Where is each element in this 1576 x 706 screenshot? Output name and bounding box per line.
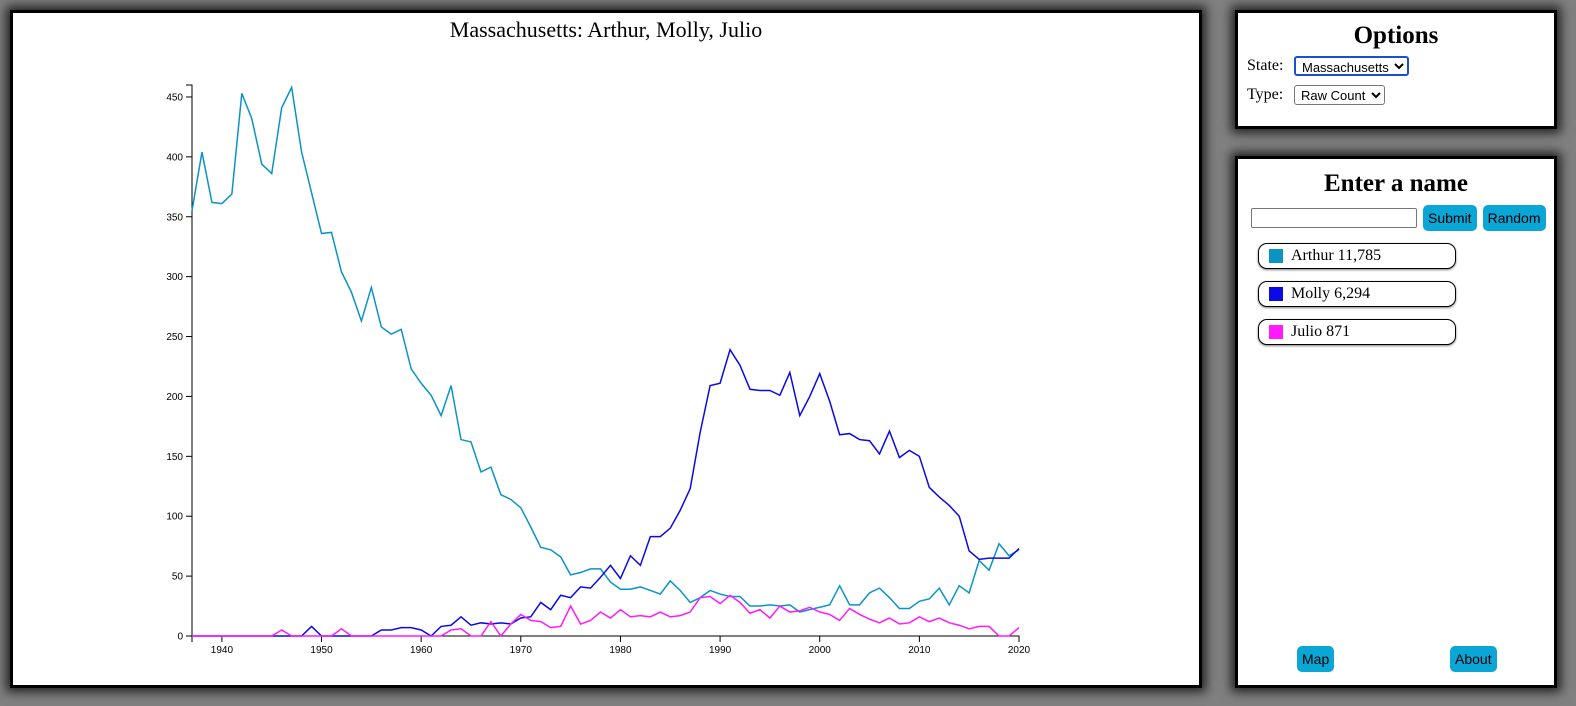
x-tick-label: 1950	[310, 645, 333, 656]
legend-name: Molly	[1291, 285, 1331, 302]
state-label: State:	[1247, 57, 1284, 74]
legend-text: Arthur 11,785	[1291, 247, 1385, 265]
x-tick-label: 1980	[609, 645, 632, 656]
legend-name: Arthur	[1291, 247, 1334, 264]
state-row: State: Massachusetts	[1247, 56, 1409, 76]
chart-axes: 0 50 100 150 200 250 300 350 400 450 1940 1950 1960 1…	[166, 84, 1031, 656]
names-heading: Enter a name	[1324, 170, 1468, 197]
x-axis-line	[191, 635, 1020, 642]
y-tick-label: 100	[166, 512, 183, 523]
submit-button[interactable]: Submit	[1423, 205, 1477, 231]
y-tick-label: 350	[166, 212, 183, 223]
random-button[interactable]: Random	[1482, 205, 1546, 231]
y-axis-line	[186, 84, 193, 637]
series-line-julio	[192, 594, 1020, 638]
x-tick-label: 1960	[410, 645, 433, 656]
x-tick-label: 1970	[510, 645, 533, 656]
x-tick-label: 1940	[211, 645, 234, 656]
name-legend-list: Arthur 11,785 Molly 6,294 Julio 871	[1258, 243, 1456, 357]
legend-item-molly[interactable]: Molly 6,294	[1258, 281, 1456, 307]
chart-lines	[191, 84, 1020, 638]
legend-text: Molly 6,294	[1291, 285, 1374, 303]
color-swatch	[1269, 249, 1283, 263]
type-row: Type: Raw Count	[1247, 85, 1385, 105]
x-tick-label: 1990	[709, 645, 732, 656]
color-swatch	[1269, 287, 1283, 301]
legend-total: 6,294	[1334, 285, 1371, 302]
names-panel: Enter a name Submit Random Arthur 11,785 …	[1235, 156, 1557, 688]
series-line-molly	[192, 347, 1020, 637]
chart-panel: Massachusetts: Arthur, Molly, Julio 0 50 1…	[10, 10, 1202, 688]
type-select[interactable]: Raw Count	[1294, 85, 1385, 105]
legend-text: Julio 871	[1291, 323, 1354, 341]
name-input[interactable]	[1251, 208, 1417, 228]
y-tick-label: 450	[166, 92, 183, 103]
about-button[interactable]: About	[1450, 646, 1497, 672]
line-chart: 0 50 100 150 200 250 300 350 400 450 1940 1950 1960 1…	[166, 84, 1031, 656]
options-heading: Options	[1353, 22, 1439, 49]
series-line-arthur	[191, 84, 1020, 613]
y-tick-label: 0	[177, 632, 183, 643]
name-entry-row: Submit Random	[1251, 205, 1546, 231]
x-tick-label: 2000	[809, 645, 832, 656]
y-tick-label: 400	[166, 152, 183, 163]
y-tick-label: 250	[166, 332, 183, 343]
state-select[interactable]: Massachusetts	[1294, 56, 1409, 76]
color-swatch	[1269, 325, 1283, 339]
map-button[interactable]: Map	[1297, 646, 1335, 672]
chart-title: Massachusetts: Arthur, Molly, Julio	[449, 17, 763, 42]
legend-total: 871	[1326, 323, 1351, 340]
type-label: Type:	[1247, 86, 1284, 103]
y-tick-label: 150	[166, 452, 183, 463]
legend-item-arthur[interactable]: Arthur 11,785	[1258, 243, 1456, 269]
y-tick-label: 300	[166, 272, 183, 283]
legend-total: 11,785	[1337, 247, 1382, 264]
legend-name: Julio	[1291, 323, 1323, 340]
x-tick-label: 2020	[1008, 645, 1031, 656]
y-tick-label: 200	[166, 392, 183, 403]
x-tick-label: 2010	[908, 645, 931, 656]
options-panel: Options State: Massachusetts Type: Raw C…	[1235, 10, 1557, 129]
legend-item-julio[interactable]: Julio 871	[1258, 319, 1456, 345]
y-tick-label: 50	[172, 572, 184, 583]
